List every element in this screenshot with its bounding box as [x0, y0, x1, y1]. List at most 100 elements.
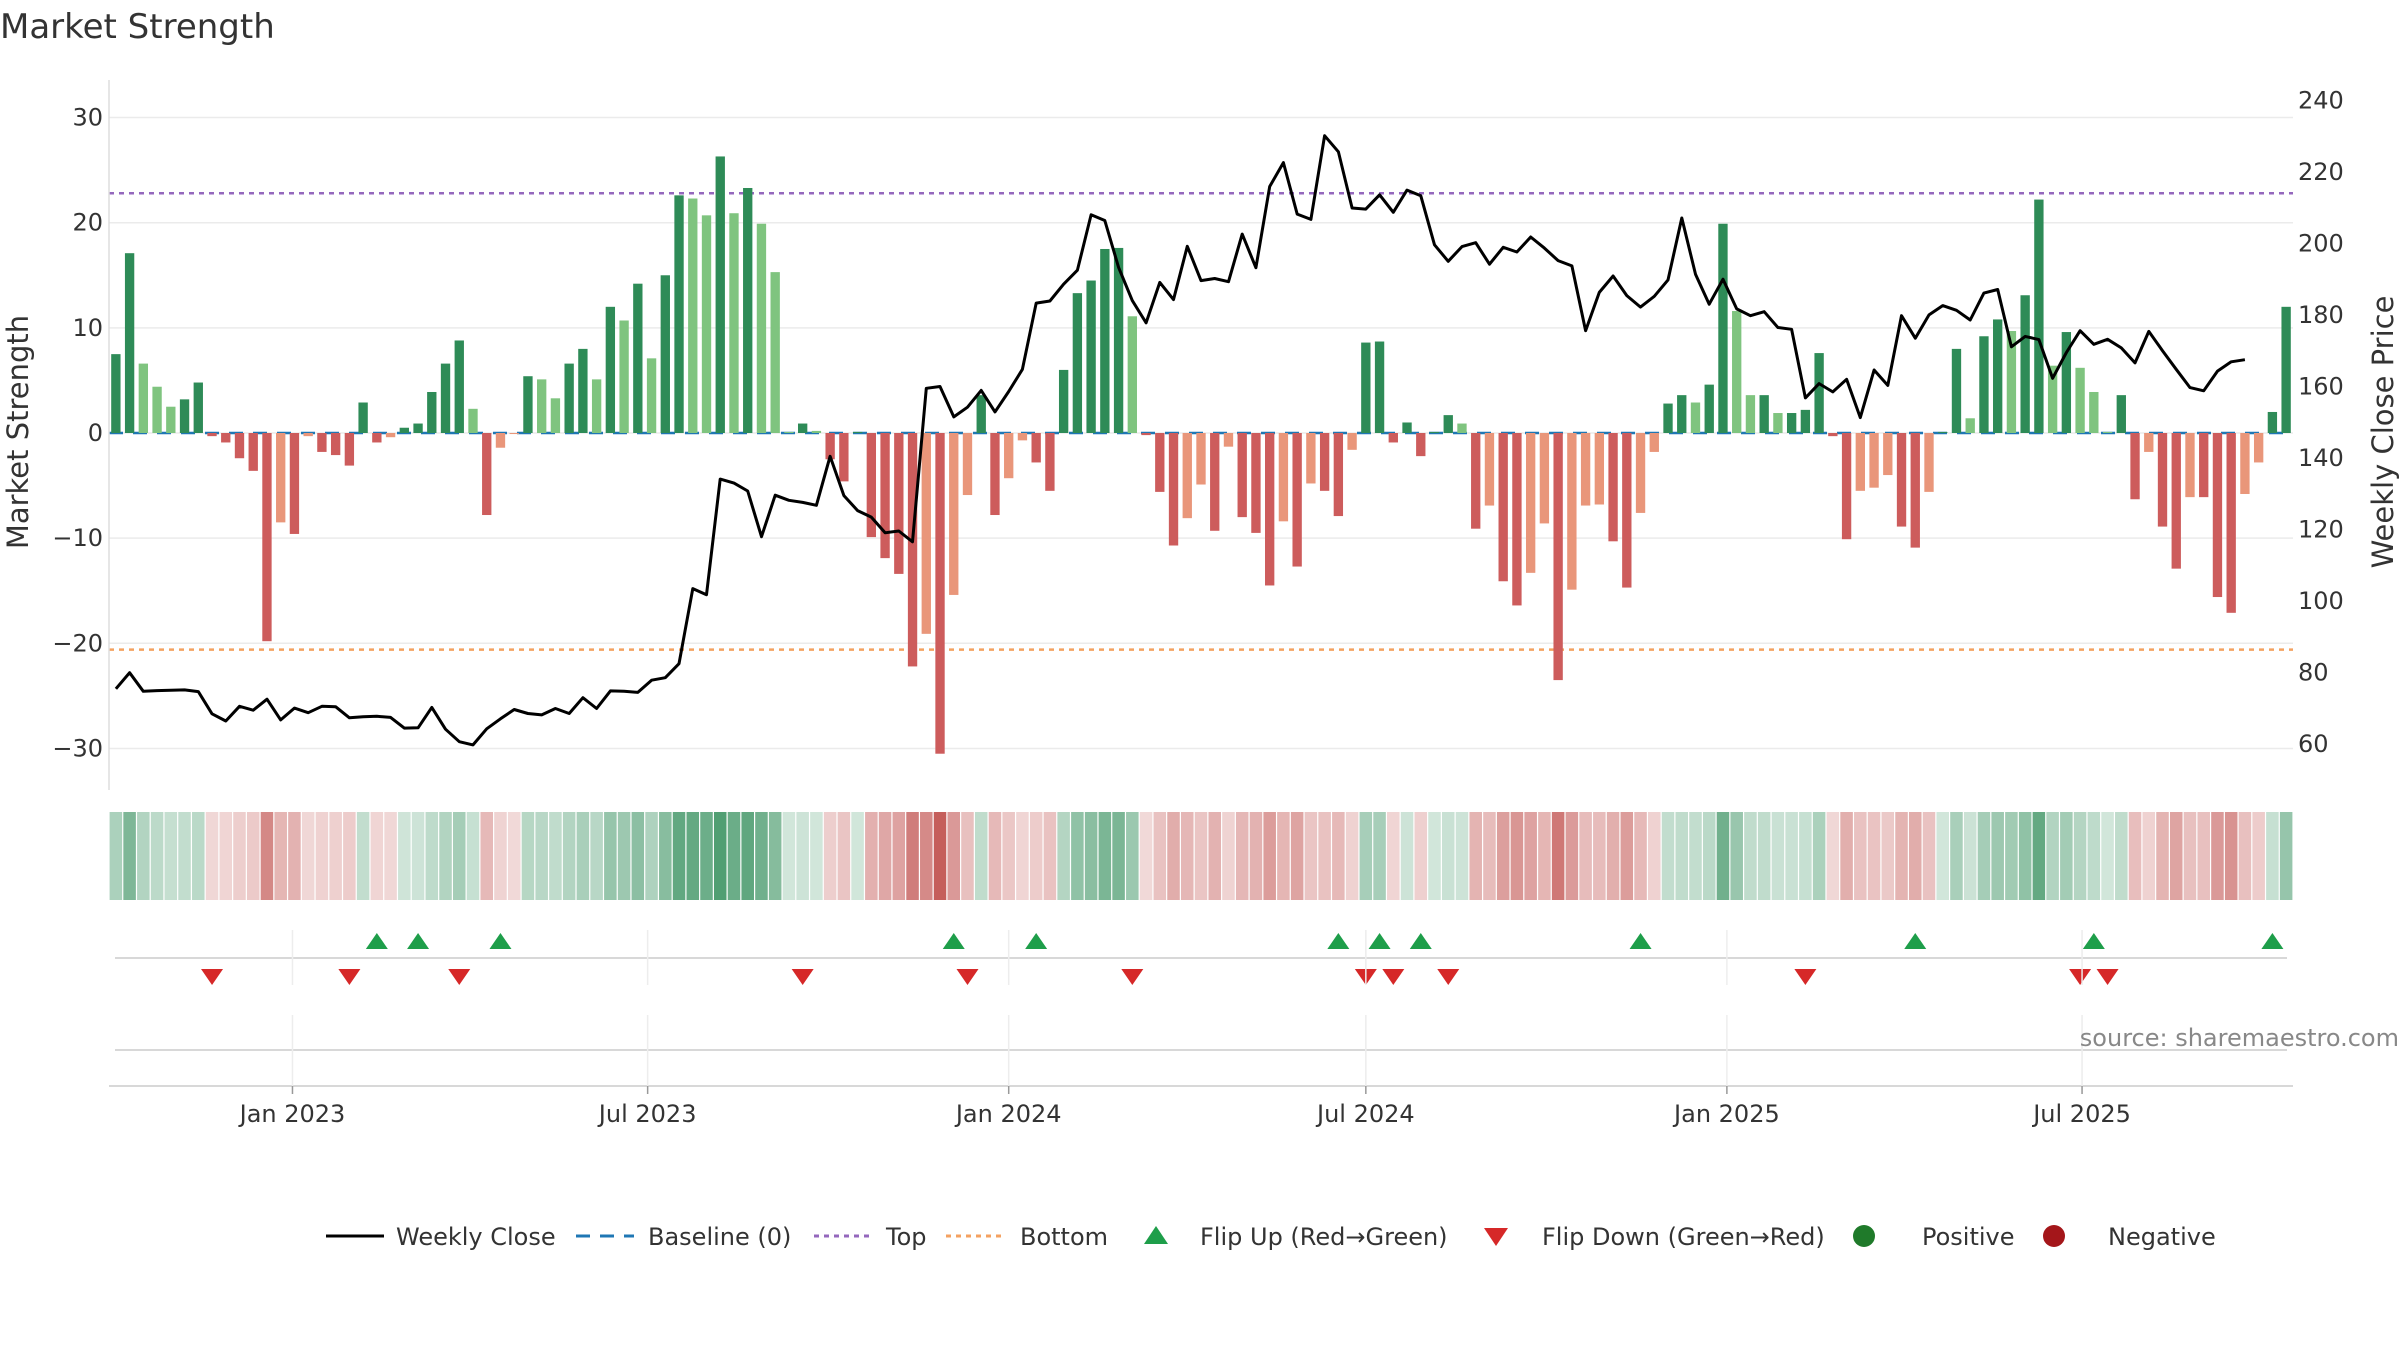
- left-tick-label: 10: [72, 314, 103, 342]
- strength-bar: [166, 406, 176, 433]
- heat-cell: [1689, 812, 1702, 900]
- strength-bar: [1896, 433, 1907, 527]
- strength-bar: [1319, 433, 1330, 491]
- strength-bar: [248, 433, 258, 471]
- strength-bar: [1553, 433, 1563, 681]
- heat-cell: [1126, 812, 1139, 900]
- heat-cell: [164, 812, 178, 900]
- strength-bar: [207, 433, 217, 437]
- strength-bar: [2061, 332, 2072, 433]
- heat-cell: [1263, 812, 1276, 900]
- strength-bar: [2089, 391, 2099, 433]
- heat-cell: [713, 812, 727, 900]
- right-tick-label: 160: [2298, 372, 2344, 400]
- heat-cell: [137, 812, 150, 900]
- strength-bar: [2226, 433, 2236, 613]
- strength-bar: [605, 306, 616, 433]
- date-axis: Jan 2023 Jul 2023 Jan 2024 Jul 2024 Jan 2025…: [109, 930, 2293, 1128]
- flip-up-marker: [2082, 933, 2105, 949]
- strength-bar: [482, 433, 492, 516]
- heat-cell: [109, 812, 123, 900]
- strength-bar: [1361, 342, 1371, 433]
- heat-cell: [1387, 812, 1400, 900]
- strength-bar: [564, 363, 574, 433]
- strength-bar: [1525, 433, 1536, 573]
- heat-cell: [1799, 812, 1812, 900]
- heat-cell: [1029, 812, 1043, 900]
- flip-down-marker: [791, 969, 814, 985]
- legend-label: Weekly Close: [396, 1223, 556, 1251]
- strength-bar: [2199, 433, 2209, 498]
- strength-bar: [1374, 341, 1385, 433]
- heat-cell: [1757, 812, 1771, 900]
- strength-bar: [660, 275, 670, 433]
- heat-cell: [1002, 812, 1015, 900]
- strength-bar: [839, 433, 849, 482]
- heat-cell: [2101, 812, 2114, 900]
- strength-bar: [935, 433, 945, 754]
- heat-cell: [178, 812, 191, 900]
- heat-cell: [1854, 812, 1867, 900]
- heat-cell: [2211, 812, 2224, 900]
- heat-cell: [246, 812, 260, 900]
- heat-cell: [1524, 812, 1537, 900]
- heat-cell: [549, 812, 562, 900]
- strength-bar: [1429, 431, 1440, 433]
- heat-cell: [2115, 812, 2128, 900]
- strength-bar: [1979, 336, 1989, 433]
- right-tick-label: 60: [2298, 730, 2329, 758]
- heat-cell: [205, 812, 219, 900]
- right-tick-label: 80: [2298, 659, 2329, 687]
- strength-bar: [2130, 433, 2140, 500]
- heat-cell: [2224, 812, 2238, 900]
- heat-cell: [1826, 812, 1840, 900]
- flip-up-marker: [489, 933, 512, 949]
- strength-bar: [509, 433, 519, 435]
- right-axis-title: Weekly Close Price: [2366, 296, 2400, 569]
- heat-cell: [590, 812, 603, 900]
- strength-bar: [523, 376, 533, 433]
- flip-down-marker: [1121, 969, 1144, 985]
- strength-bar: [1388, 433, 1398, 443]
- strength-bar: [1608, 433, 1618, 542]
- strength-bar: [1086, 280, 1096, 433]
- heat-cell: [2128, 812, 2142, 900]
- strength-bar: [2116, 395, 2126, 433]
- flip-down-marker: [2096, 969, 2119, 985]
- strength-bar: [1759, 395, 1769, 433]
- strength-bar: [674, 195, 684, 433]
- strength-bar: [1072, 293, 1083, 433]
- left-tick-label: −30: [52, 734, 103, 762]
- strength-bar: [2267, 411, 2278, 433]
- strength-bar: [756, 223, 767, 433]
- strength-bar: [1649, 433, 1659, 452]
- strength-bar: [1841, 433, 1852, 540]
- strength-bar: [1113, 247, 1124, 433]
- heat-cell: [2087, 812, 2101, 900]
- strength-bar: [289, 433, 300, 534]
- heat-cell: [1428, 812, 1441, 900]
- heat-cell: [1702, 812, 1716, 900]
- strength-bar: [990, 433, 1000, 516]
- strength-bar: [179, 399, 190, 433]
- heat-cell: [192, 812, 205, 900]
- strength-bar: [701, 215, 712, 433]
- legend-label: Flip Up (Red→Green): [1200, 1223, 1448, 1251]
- heat-cell: [741, 812, 754, 900]
- heat-cell: [301, 812, 315, 900]
- strength-bar: [372, 433, 382, 443]
- heat-cell: [288, 812, 301, 900]
- heat-cell: [2169, 812, 2183, 900]
- heat-cell: [2005, 812, 2018, 900]
- flip-up-marker: [942, 933, 965, 949]
- heat-cell: [219, 812, 233, 900]
- heat-cell: [659, 812, 672, 900]
- heat-cell: [1812, 812, 1826, 900]
- heat-cell: [370, 812, 384, 900]
- strength-bar: [152, 386, 162, 433]
- source-label: source: sharemaestro.com: [2080, 1024, 2399, 1052]
- strength-bar: [962, 433, 973, 496]
- heat-cell: [755, 812, 768, 900]
- strength-bar: [193, 382, 203, 433]
